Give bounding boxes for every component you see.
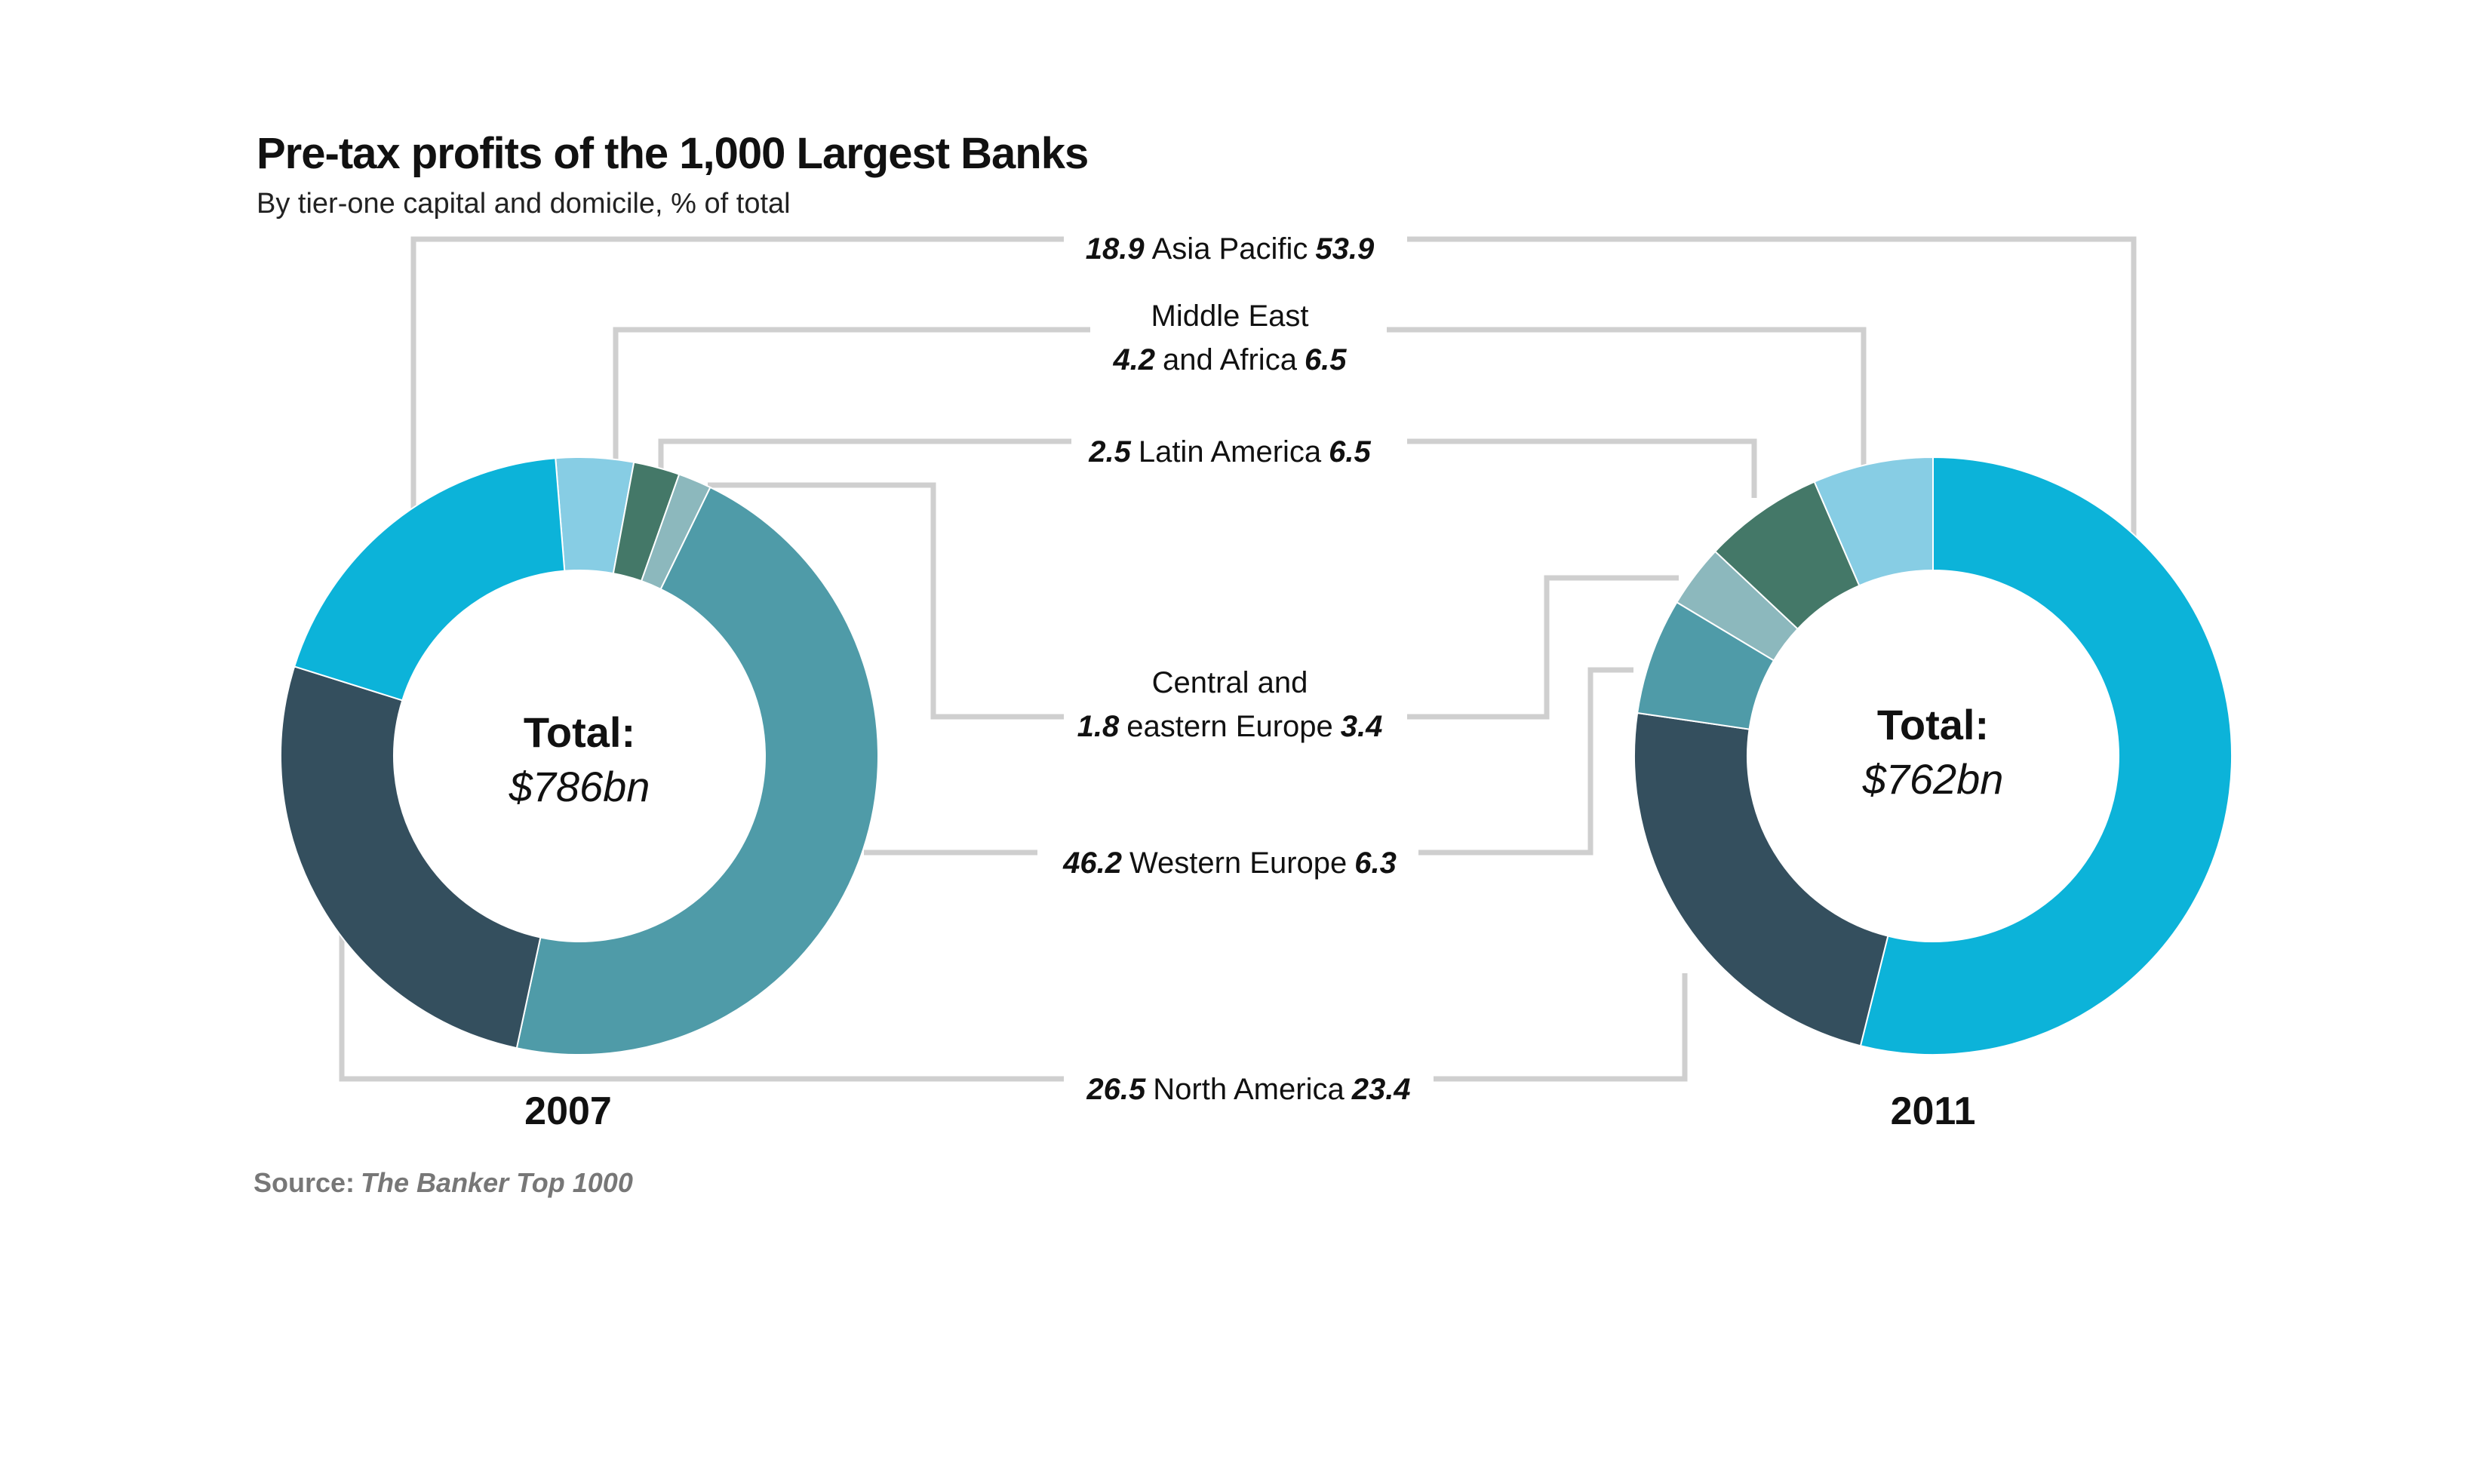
donut-2011 xyxy=(1633,456,2233,1055)
region-label-asia-pacific: 18.9 Asia Pacific 53.9 xyxy=(1086,232,1375,266)
value-2011-asia-pacific: 53.9 xyxy=(1315,232,1375,266)
region-labels: 18.9 Asia Pacific 53.9 Middle East 4.2 and … xyxy=(1062,232,1410,1106)
slice-2011-north-america xyxy=(1633,711,1889,1047)
region-name-central-eastern-line1: Central and xyxy=(1152,666,1308,699)
donut-2011-total: Total: $762bn xyxy=(1862,701,2004,803)
region-name-north-america: North America xyxy=(1153,1073,1345,1106)
slice-2007-asia-pacific xyxy=(293,457,566,702)
region-label-western-europe: 46.2 Western Europe 6.3 xyxy=(1062,846,1397,880)
chart-subtitle: By tier-one capital and domicile, % of t… xyxy=(257,188,791,220)
leader-middle-east-2011 xyxy=(1387,327,1867,468)
region-label-line: 46.2 Western Europe 6.3 xyxy=(1062,846,1397,880)
region-name-latin-america: Latin America xyxy=(1139,435,1322,469)
value-2007-latin-america: 2.5 xyxy=(1088,435,1131,469)
leader-central-eastern-europe-2011 xyxy=(1407,575,1679,720)
total-label-2007: Total: xyxy=(524,708,635,756)
leader-asia-pacific-2007 xyxy=(410,236,1064,513)
value-2011-western-europe: 6.3 xyxy=(1354,846,1397,880)
region-label-central-eastern-europe: Central and 1.8 eastern Europe 3.4 xyxy=(1077,666,1383,743)
slice-2007-north-america xyxy=(280,665,542,1049)
region-label-middle-east-africa: Middle East 4.2 and Africa 6.5 xyxy=(1112,300,1347,376)
source-label: Source: xyxy=(254,1167,355,1198)
slice-2011-asia-pacific xyxy=(1859,456,2233,1055)
value-2011-middle-east-africa: 6.5 xyxy=(1305,343,1347,376)
region-name-western-europe: Western Europe xyxy=(1129,846,1347,880)
region-label-line: Central and xyxy=(1152,666,1308,699)
region-label-north-america: 26.5 North America 23.4 xyxy=(1086,1073,1410,1106)
donut-2007-total: Total: $786bn xyxy=(509,708,650,810)
value-2007-middle-east-africa: 4.2 xyxy=(1112,343,1155,376)
value-2011-north-america: 23.4 xyxy=(1351,1073,1411,1106)
region-name-middle-east-line1: Middle East xyxy=(1151,300,1309,333)
region-name-middle-east-line2: and Africa xyxy=(1163,343,1298,376)
year-label-2007: 2007 xyxy=(524,1089,612,1133)
value-2007-asia-pacific: 18.9 xyxy=(1086,232,1145,266)
leader-asia-pacific-2011 xyxy=(1407,236,2137,558)
value-2007-western-europe: 46.2 xyxy=(1062,846,1122,880)
region-name-asia-pacific: Asia Pacific xyxy=(1152,232,1308,266)
region-name-central-eastern-line2: eastern Europe xyxy=(1126,710,1333,743)
total-value-2011: $762bn xyxy=(1862,755,2004,803)
value-2011-latin-america: 6.5 xyxy=(1329,435,1371,469)
year-label-2011: 2011 xyxy=(1891,1089,1976,1133)
region-label-line: 18.9 Asia Pacific 53.9 xyxy=(1086,232,1375,266)
chart-title: Pre-tax profits of the 1,000 Largest Ban… xyxy=(257,129,1088,178)
leader-north-america-2011 xyxy=(1434,973,1688,1082)
source-name: The Banker Top 1000 xyxy=(361,1167,633,1198)
slice-2007-western-europe xyxy=(515,486,880,1055)
total-label-2011: Total: xyxy=(1877,701,1989,748)
leader-central-eastern-europe-2007 xyxy=(708,482,1064,720)
value-2011-central-eastern-europe: 3.4 xyxy=(1341,710,1383,743)
region-label-latin-america: 2.5 Latin America 6.5 xyxy=(1088,435,1371,469)
total-value-2007: $786bn xyxy=(509,763,650,810)
donut-2007 xyxy=(280,456,880,1055)
source-note: Source: The Banker Top 1000 xyxy=(254,1167,633,1198)
value-2007-north-america: 26.5 xyxy=(1086,1073,1146,1106)
region-label-line: 4.2 and Africa 6.5 xyxy=(1112,343,1347,376)
region-label-line: 2.5 Latin America 6.5 xyxy=(1088,435,1371,469)
region-label-line: Middle East xyxy=(1151,300,1309,333)
leader-latin-america-2011 xyxy=(1407,438,1757,498)
leader-middle-east-2007 xyxy=(613,327,1090,464)
region-label-line: 1.8 eastern Europe 3.4 xyxy=(1077,710,1383,743)
leader-western-europe-2011 xyxy=(1418,667,1633,856)
region-label-line: 26.5 North America 23.4 xyxy=(1086,1073,1410,1106)
value-2007-central-eastern-europe: 1.8 xyxy=(1077,710,1120,743)
slice-2011-middle-east-and-africa xyxy=(1813,456,1934,587)
leader-latin-america-2007 xyxy=(658,438,1071,469)
